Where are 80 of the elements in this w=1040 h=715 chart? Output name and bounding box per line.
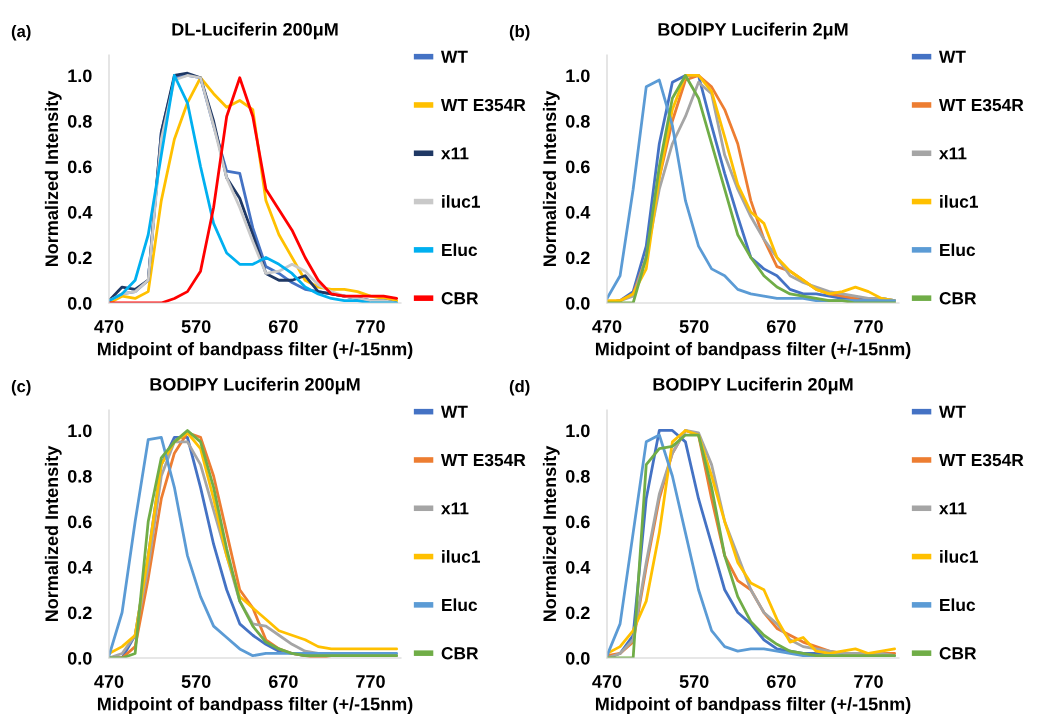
x-tick-label: 670 (268, 675, 298, 688)
legend-label: CBR (939, 647, 977, 660)
text: (c) (11, 380, 31, 396)
y-tick-label: 0.4 (565, 560, 591, 574)
legend-label: iluc1 (940, 550, 979, 563)
chart-title: DL-Luciferin 200μM (172, 22, 338, 40)
y-tick-label: 0.6 (67, 515, 92, 529)
legend-label: WT E354R (938, 98, 1024, 112)
y-tick-label: 0.2 (67, 251, 92, 265)
legend-label: WT (938, 405, 966, 418)
chart-title: BODIPY Luciferin 20μM (653, 377, 853, 395)
legend-label: x11 (939, 502, 967, 515)
y-tick-label: 0.0 (67, 296, 92, 310)
x-tick-label: 770 (854, 675, 883, 688)
x-tick-label: 670 (766, 320, 796, 333)
legend-label: x11 (441, 147, 469, 160)
legend-label: CBR (441, 292, 479, 305)
legend-label: iluc1 (442, 195, 481, 208)
y-tick-label: 0.8 (565, 114, 590, 128)
y-tick-label: 0.8 (67, 469, 92, 483)
y-tick-label: 0.6 (565, 515, 590, 529)
x-axis-title: Midpoint of bandpass filter (+/-15nm) (97, 342, 413, 359)
y-axis-title: Normalized Intensity (542, 445, 560, 622)
x-tick-label: 670 (766, 675, 796, 688)
text: (b) (509, 25, 530, 41)
y-tick-label: 0.2 (67, 606, 92, 620)
legend-label: CBR (939, 292, 977, 305)
y-tick-label: 0.0 (565, 651, 590, 665)
y-tick-label: 0.2 (565, 606, 590, 620)
legend-label: WT (440, 50, 468, 63)
legend-label: Eluc (442, 243, 478, 257)
legend-label: Eluc (940, 598, 976, 612)
y-tick-label: 0.0 (565, 296, 590, 310)
text: (a) (11, 25, 31, 41)
y-tick-label: 1.0 (68, 69, 92, 83)
x-axis-title: Midpoint of bandpass filter (+/-15nm) (97, 697, 413, 714)
x-axis-title: Midpoint of bandpass filter (+/-15nm) (595, 697, 911, 714)
x-axis-title: Midpoint of bandpass filter (+/-15nm) (595, 342, 911, 359)
legend-label: WT (938, 50, 966, 63)
y-tick-label: 1.0 (566, 69, 590, 83)
x-tick-label: 570 (181, 320, 211, 333)
legend-label: CBR (441, 647, 479, 660)
y-tick-label: 0.6 (565, 160, 590, 174)
y-tick-label: 0.8 (565, 469, 590, 483)
y-axis-title: Normalized Intensity (542, 90, 560, 267)
y-tick-label: 0.4 (565, 205, 591, 219)
y-axis-title: Normalized Intensity (44, 445, 62, 622)
y-tick-label: 1.0 (566, 424, 590, 438)
y-tick-label: 0.2 (565, 251, 590, 265)
legend-label: x11 (441, 502, 469, 515)
legend-label: x11 (939, 147, 967, 160)
y-tick-label: 0.4 (67, 205, 93, 219)
y-tick-label: 0.8 (67, 114, 92, 128)
x-tick-label: 570 (679, 320, 709, 333)
legend-label: WT E354R (938, 453, 1024, 467)
legend-label: Eluc (940, 243, 976, 257)
x-tick-label: 670 (268, 320, 298, 333)
text: (d) (509, 380, 530, 396)
legend-label: WT (440, 405, 468, 418)
legend-label: WT E354R (440, 453, 526, 467)
x-tick-label: 570 (181, 675, 211, 688)
y-axis-title: Normalized Intensity (44, 90, 62, 267)
y-tick-label: 0.4 (67, 560, 93, 574)
chart-title: BODIPY Luciferin 200μM (150, 377, 360, 395)
x-tick-label: 470 (94, 675, 124, 688)
x-tick-label: 770 (356, 675, 385, 688)
y-tick-label: 1.0 (68, 424, 92, 438)
legend-label: WT E354R (440, 98, 526, 112)
x-tick-label: 770 (854, 320, 883, 333)
chart-title: BODIPY Luciferin 2μM (658, 22, 848, 40)
x-tick-label: 570 (679, 675, 709, 688)
x-tick-label: 770 (356, 320, 385, 333)
legend-label: iluc1 (442, 550, 481, 563)
y-tick-label: 0.6 (67, 160, 92, 174)
legend-label: iluc1 (940, 195, 979, 208)
x-tick-label: 470 (592, 320, 622, 333)
legend-label: Eluc (442, 598, 478, 612)
x-tick-label: 470 (592, 675, 622, 688)
y-tick-label: 0.0 (67, 651, 92, 665)
x-tick-label: 470 (94, 320, 124, 333)
